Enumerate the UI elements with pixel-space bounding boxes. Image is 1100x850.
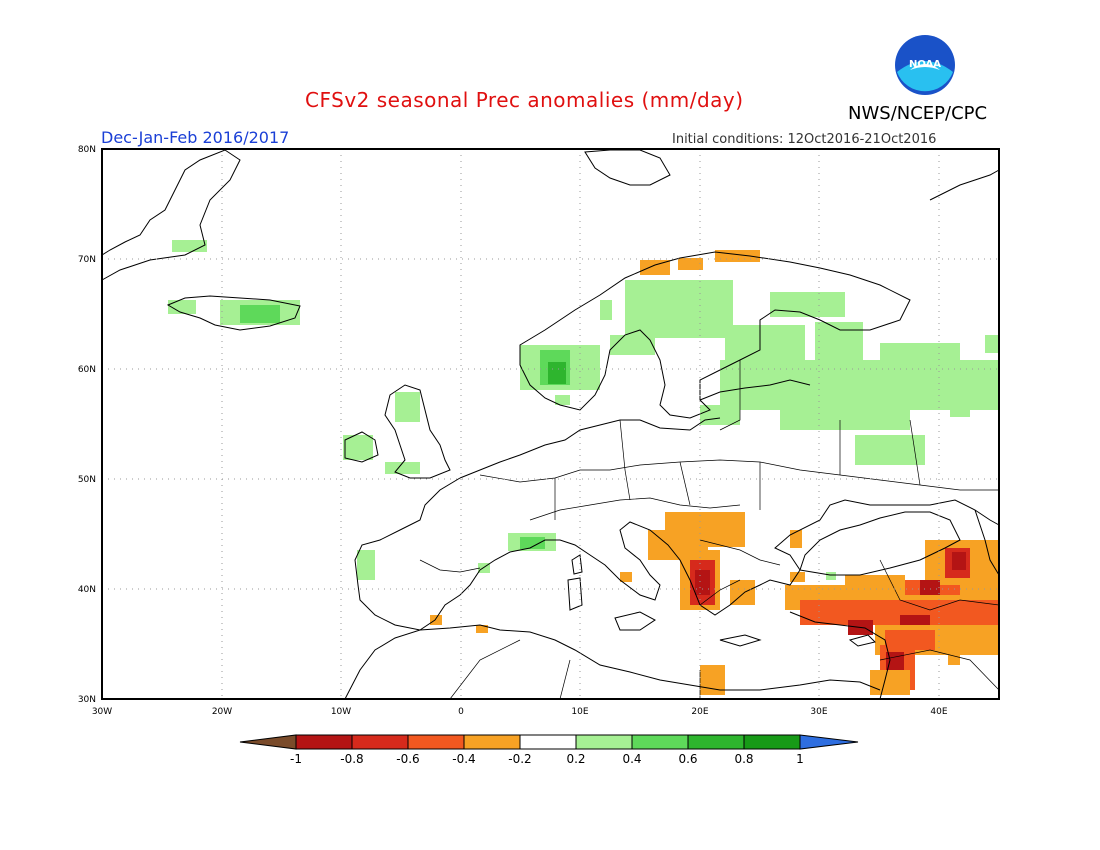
season-label: Dec-Jan-Feb 2016/2017 <box>101 128 290 147</box>
colorbar-label: 1 <box>796 752 804 766</box>
map-frame <box>101 148 1000 700</box>
colorbar-high-arrow <box>799 734 859 750</box>
lon-label: 10W <box>331 707 351 717</box>
colorbar-box <box>519 734 577 750</box>
noaa-logo: NOAA <box>895 35 955 95</box>
lon-label: 10E <box>571 707 588 717</box>
colorbar-low-arrow <box>239 734 297 750</box>
colorbar-box <box>351 734 409 750</box>
colorbar-box <box>575 734 633 750</box>
lat-label: 40N <box>78 585 96 595</box>
lon-label: 30E <box>810 707 827 717</box>
colorbar-label: 0.8 <box>734 752 753 766</box>
colorbar: -1 -0.8 -0.6 -0.4 -0.2 0.2 0.4 0.6 0.8 1 <box>239 734 859 766</box>
lon-label: 20W <box>212 707 232 717</box>
colorbar-box <box>463 734 521 750</box>
lat-label: 70N <box>78 255 96 265</box>
colorbar-box <box>407 734 465 750</box>
country-borders <box>419 360 1000 700</box>
colorbar-label: -0.2 <box>508 752 531 766</box>
latitude-labels: 80N 70N 60N 50N 40N 30N <box>78 145 96 705</box>
chart-title: CFSv2 seasonal Prec anomalies (mm/day) <box>305 88 744 112</box>
lon-label: 20E <box>691 707 708 717</box>
initial-conditions-label: Initial conditions: 12Oct2016-21Oct2016 <box>672 132 937 147</box>
anomaly-shading <box>168 240 1000 695</box>
lon-label: 30W <box>92 707 112 717</box>
lat-label: 80N <box>78 145 96 155</box>
colorbar-box <box>631 734 689 750</box>
organization-label: NWS/NCEP/CPC <box>848 103 988 124</box>
lon-label: 40E <box>930 707 947 717</box>
colorbar-label: -0.4 <box>452 752 475 766</box>
lat-label: 50N <box>78 475 96 485</box>
colorbar-box <box>743 734 801 750</box>
colorbar-label: -0.8 <box>340 752 363 766</box>
lat-label: 60N <box>78 365 96 375</box>
lat-label: 30N <box>78 695 96 705</box>
noaa-logo-text: NOAA <box>909 59 941 70</box>
colorbar-label: 0.4 <box>622 752 641 766</box>
colorbar-label: 0.2 <box>566 752 585 766</box>
longitude-labels: 30W 20W 10W 0 10E 20E 30E 40E <box>92 707 948 717</box>
colorbar-label: -1 <box>290 752 302 766</box>
colorbar-box <box>687 734 745 750</box>
lon-label: 0 <box>458 707 464 717</box>
colorbar-box <box>295 734 353 750</box>
map-panel: 80N 70N 60N 50N 40N 30N 30W 20W 10W 0 10… <box>78 145 1000 717</box>
colorbar-label: 0.6 <box>678 752 697 766</box>
colorbar-label: -0.6 <box>396 752 419 766</box>
